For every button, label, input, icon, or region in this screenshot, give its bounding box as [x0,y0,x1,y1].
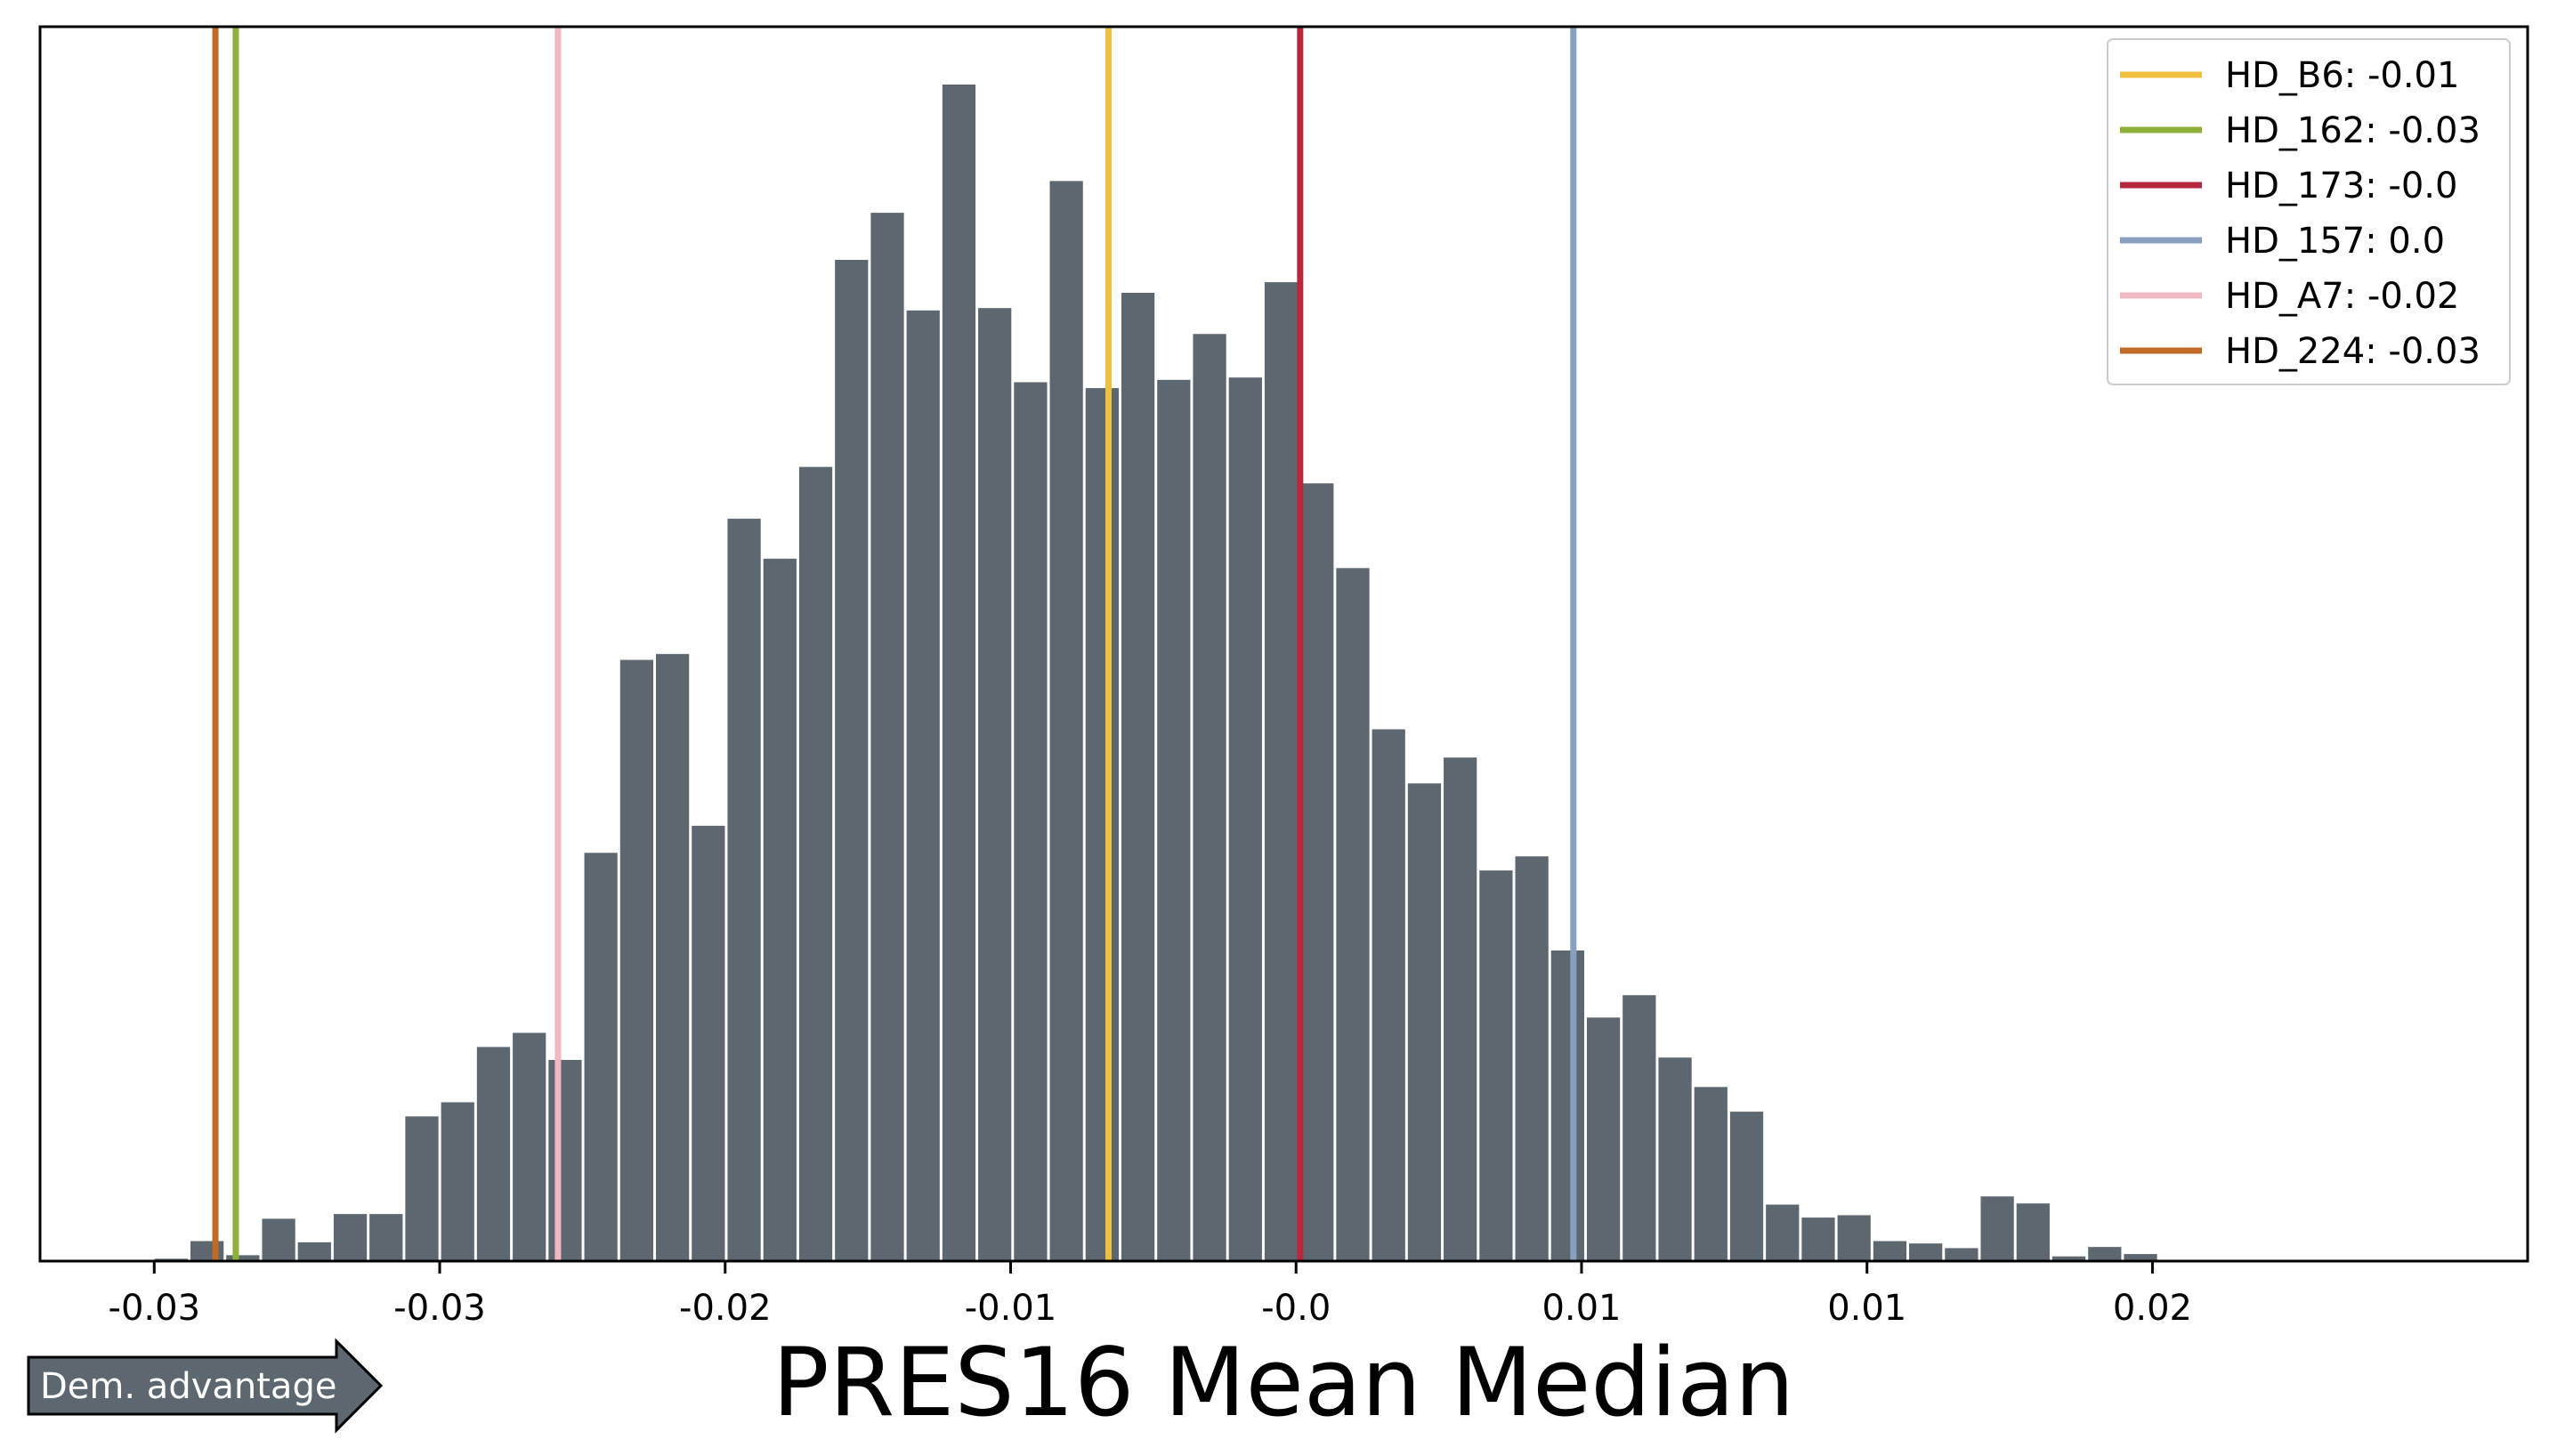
x-tick-label: 0.02 [2113,1288,2192,1329]
legend-entry: HD_B6: -0.01 [2225,55,2459,96]
histogram-bar [619,659,654,1261]
histogram-bar [1336,568,1370,1261]
histogram-bar [1085,388,1119,1261]
legend-entry: HD_157: 0.0 [2225,221,2445,262]
histogram-bar [1264,282,1299,1262]
x-tick-label: -0.03 [393,1288,486,1329]
histogram-bar [1372,729,1405,1261]
histogram-bar [1014,382,1048,1261]
legend-entry: HD_173: -0.0 [2225,166,2457,206]
legend-entry: HD_A7: -0.02 [2225,276,2459,317]
x-axis-ticks: -0.03 -0.03 -0.02 -0.01 -0.0 0.01 0.01 0.02 [109,1261,2192,1329]
histogram-bar [906,310,940,1262]
histogram-bar [2016,1203,2050,1261]
histogram-bar [1407,783,1442,1261]
histogram-bar [1157,379,1191,1261]
histogram-bar [584,853,618,1261]
histogram-bar [369,1214,403,1261]
histogram-bar [1909,1243,1943,1261]
histogram-bar [1837,1215,1871,1261]
histogram-bar [835,259,869,1261]
histogram-bar [727,518,761,1261]
reference-lines [212,27,1577,1261]
histogram-bar [942,85,976,1261]
histogram-bar [1444,757,1477,1261]
histogram-bar [1980,1196,2014,1261]
legend-box [2107,38,2511,385]
histogram-bar [262,1218,295,1261]
dem-advantage-arrow: Dem. advantage [27,1338,384,1434]
legend: HD_B6: -0.01 HD_162: -0.03 HD_173: -0.0 HD_… [2107,38,2511,385]
x-tick-label: -0.03 [109,1288,201,1329]
histogram-bar [1801,1217,1835,1261]
histogram-bar [763,558,797,1261]
histogram-bar [1300,483,1334,1261]
histogram-bar [1515,856,1549,1261]
histogram-bar [1766,1204,1800,1261]
legend-entry: HD_162: -0.03 [2225,110,2480,151]
histogram-bar [1049,181,1083,1261]
histogram-bar [1622,995,1656,1261]
histogram-bar [656,653,690,1261]
histogram-bar [692,825,725,1261]
histogram-bar [1479,870,1513,1261]
histogram-bar [2088,1247,2122,1261]
histogram-bar [226,1255,260,1261]
histogram-bar [2051,1256,2086,1261]
x-tick-label: 0.01 [1542,1288,1621,1329]
histogram-bar [1586,1017,1621,1261]
histogram-bar [1729,1112,1764,1261]
x-tick-label: -0.0 [1261,1288,1331,1329]
arrow-label: Dem. advantage [40,1366,336,1407]
histogram-bar [1121,292,1155,1261]
histogram-bar [297,1242,331,1261]
histogram-bar [1193,334,1226,1261]
histogram-bar [1873,1241,1907,1261]
histogram-bar [978,308,1012,1262]
histogram-bar [1658,1057,1692,1261]
histogram-bar [870,213,904,1261]
histogram-bar [190,1241,224,1261]
x-tick-label: 0.01 [1827,1288,1906,1329]
histogram-bar [798,466,833,1261]
histogram-bar [1945,1248,1979,1261]
x-tick-label: -0.01 [965,1288,1057,1329]
arrow-shape [27,1338,384,1434]
plot-frame [38,25,2529,1263]
histogram-bar [1550,950,1584,1261]
histogram-bars [154,85,2157,1262]
x-tick-label: -0.02 [679,1288,772,1329]
histogram-bar [333,1214,368,1261]
histogram-bar [1228,377,1262,1262]
histogram-bar [513,1032,546,1261]
histogram-bar [548,1059,582,1261]
histogram-bar [2124,1254,2157,1261]
histogram-bar [476,1047,511,1261]
histogram-bar [441,1102,474,1261]
histogram-bar [405,1116,439,1261]
histogram-bar [1694,1087,1728,1261]
legend-entry: HD_224: -0.03 [2225,331,2480,372]
x-axis-label: PRES16 Mean Median [773,1328,1794,1437]
